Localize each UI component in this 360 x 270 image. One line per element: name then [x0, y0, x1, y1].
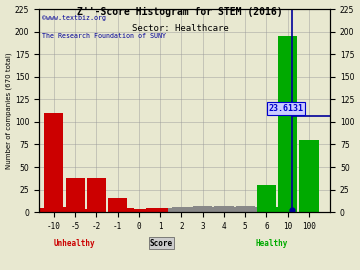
Bar: [249, 208, 255, 212]
Bar: [185, 208, 192, 212]
Bar: [65, 208, 71, 212]
Bar: [231, 207, 238, 212]
Bar: [161, 208, 167, 212]
Bar: [108, 198, 127, 212]
Bar: [267, 208, 273, 212]
Bar: [257, 185, 276, 212]
Bar: [278, 208, 284, 212]
Bar: [274, 207, 280, 212]
Bar: [189, 207, 195, 212]
Bar: [143, 209, 149, 212]
Bar: [207, 208, 213, 212]
Text: The Research Foundation of SUNY: The Research Foundation of SUNY: [42, 33, 166, 39]
Bar: [193, 208, 199, 212]
Bar: [44, 113, 63, 212]
Bar: [300, 140, 319, 212]
Bar: [175, 209, 181, 212]
Text: Healthy: Healthy: [256, 239, 288, 248]
Bar: [129, 209, 149, 212]
Bar: [203, 208, 210, 212]
Y-axis label: Number of companies (670 total): Number of companies (670 total): [5, 52, 12, 169]
Bar: [236, 206, 255, 212]
Text: Unhealthy: Unhealthy: [53, 239, 95, 248]
Bar: [182, 208, 188, 212]
Bar: [168, 208, 174, 212]
Bar: [172, 207, 191, 212]
Text: ©www.textbiz.org: ©www.textbiz.org: [42, 15, 106, 21]
Bar: [270, 208, 277, 212]
Bar: [150, 208, 170, 212]
Bar: [224, 207, 231, 212]
Bar: [118, 209, 126, 212]
Bar: [278, 36, 297, 212]
Bar: [66, 178, 85, 212]
Bar: [139, 209, 146, 212]
Bar: [87, 178, 106, 212]
Text: Score: Score: [150, 239, 173, 248]
Bar: [228, 208, 234, 212]
Bar: [39, 208, 48, 212]
Bar: [150, 209, 156, 212]
Bar: [60, 207, 69, 212]
Bar: [235, 207, 242, 212]
Text: Z''-Score Histogram for STEM (2016): Z''-Score Histogram for STEM (2016): [77, 7, 283, 17]
Text: 23.6131: 23.6131: [269, 104, 303, 113]
Bar: [153, 209, 160, 212]
Bar: [81, 209, 91, 212]
Bar: [253, 207, 259, 212]
Bar: [193, 206, 212, 212]
Bar: [122, 209, 130, 212]
Bar: [281, 208, 287, 212]
Bar: [68, 209, 73, 212]
Bar: [171, 208, 177, 212]
Bar: [217, 207, 224, 212]
Bar: [215, 206, 234, 212]
Bar: [90, 210, 95, 212]
Bar: [210, 207, 216, 212]
Bar: [214, 207, 220, 212]
Bar: [256, 208, 263, 212]
Bar: [131, 209, 138, 212]
Bar: [147, 208, 153, 212]
Bar: [86, 210, 92, 212]
Bar: [310, 203, 317, 212]
Bar: [246, 208, 252, 212]
Bar: [196, 208, 202, 212]
Text: Sector: Healthcare: Sector: Healthcare: [132, 24, 228, 33]
Bar: [127, 208, 134, 212]
Bar: [164, 209, 170, 212]
Bar: [260, 208, 266, 212]
Bar: [238, 208, 245, 212]
